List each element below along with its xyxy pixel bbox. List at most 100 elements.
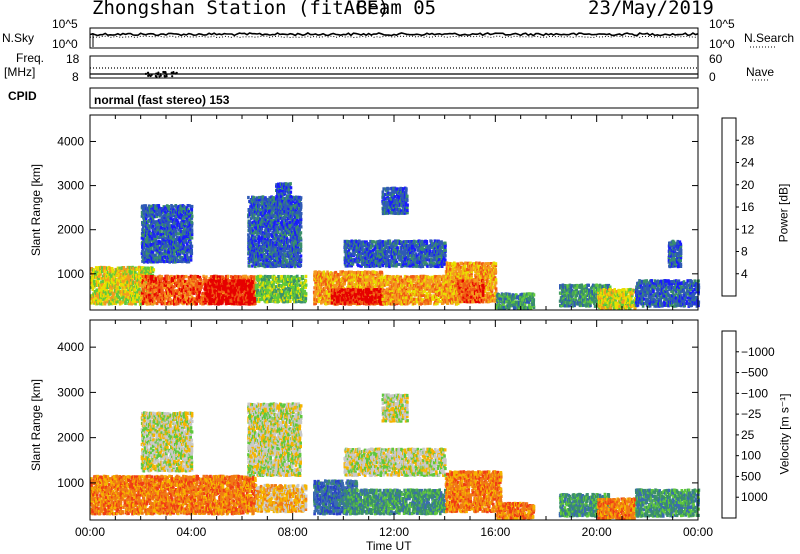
- power-data-cell: [250, 280, 254, 284]
- power-data-cell: [176, 220, 180, 224]
- power-data-cell: [152, 268, 156, 272]
- power-data-cell: [122, 295, 125, 299]
- power-data-cell: [304, 297, 308, 301]
- power-data-cell: [129, 290, 132, 294]
- power-data-cell: [304, 279, 308, 283]
- power-data-cell: [190, 211, 194, 215]
- power-data-cell: [100, 280, 103, 284]
- power-data-cell: [299, 263, 303, 268]
- power-data-cell: [153, 301, 156, 305]
- power-data-cell: [221, 275, 225, 279]
- nave-scatter-point: [162, 71, 166, 74]
- power-data-cell: [119, 268, 122, 273]
- power-data-cell: [106, 282, 110, 286]
- power-data-cell: [127, 268, 131, 272]
- power-data-cell: [98, 290, 101, 294]
- power-data-cell: [116, 282, 119, 286]
- date-label: 23/May/2019: [588, 0, 714, 19]
- power-data-cell: [128, 282, 131, 286]
- power-data-cell: [135, 299, 139, 304]
- power-data-cell: [104, 282, 108, 286]
- power-data-cell: [115, 298, 119, 302]
- power-data-cell: [107, 290, 111, 294]
- power-data-cell: [101, 270, 104, 274]
- power-data-cell: [299, 254, 303, 258]
- power-data-cell: [139, 296, 143, 300]
- power-data-cell: [103, 272, 106, 276]
- power-data-cell: [190, 236, 194, 240]
- power-data-cell: [116, 266, 120, 270]
- power-data-cell: [289, 190, 293, 194]
- power-data-cell: [299, 249, 303, 253]
- power-data-cell: [134, 286, 137, 290]
- power-data-cell: [112, 296, 116, 300]
- power-data-cell: [289, 182, 292, 186]
- power-data-cell: [128, 280, 131, 284]
- power-data-cell: [115, 291, 119, 295]
- power-data-cell: [137, 285, 140, 290]
- power-data-cell: [106, 274, 110, 278]
- power-data-cell: [289, 201, 293, 205]
- power-data-cell: [122, 272, 126, 276]
- power-data-cell: [139, 302, 143, 306]
- power-data-cell: [304, 292, 308, 296]
- power-data-cell: [99, 302, 102, 306]
- beam-label: Beam 05: [356, 0, 437, 19]
- noise-panel-frame: [89, 27, 699, 49]
- power-data-cell: [159, 232, 163, 237]
- noise-sky-trace: [89, 32, 699, 37]
- power-data-cell: [289, 195, 292, 199]
- power-data-cell: [299, 202, 303, 206]
- power-data-cell: [90, 301, 93, 305]
- power-data-cell: [91, 278, 94, 282]
- power-data-cell: [102, 302, 105, 306]
- power-data-cell: [101, 283, 104, 288]
- power-data-cell: [112, 291, 116, 295]
- power-data-cell: [100, 292, 103, 296]
- power-data-cell: [118, 266, 121, 270]
- power-data-cell: [117, 295, 121, 299]
- power-data-cell: [91, 287, 95, 292]
- power-data-cell: [131, 278, 134, 282]
- cpid-text: normal (fast stereo) 153: [94, 93, 230, 107]
- power-data-cell: [139, 274, 143, 278]
- power-data-cell: [119, 282, 123, 286]
- power-data-cell: [120, 272, 123, 276]
- power-data-cell: [103, 269, 107, 273]
- power-data-cell: [145, 270, 149, 274]
- power-data-cell: [299, 242, 303, 246]
- power-data-cell: [135, 273, 138, 277]
- nave-scatter-point: [165, 75, 168, 78]
- cpid-panel-frame: [89, 87, 699, 109]
- power-data-cell: [103, 302, 107, 306]
- power-data-cell: [129, 268, 132, 272]
- power-data-cell: [102, 293, 106, 297]
- power-data-cell: [189, 241, 193, 245]
- nave-scatter-point: [146, 71, 150, 74]
- power-data-cell: [127, 289, 131, 294]
- power-data-cell: [127, 284, 130, 288]
- power-data-cell: [104, 266, 108, 270]
- power-data-cell: [132, 300, 135, 304]
- nave-tick-bottom: 0: [709, 70, 716, 84]
- power-data-cell: [143, 266, 147, 270]
- power-data-cell: [151, 224, 155, 228]
- power-data-cell: [118, 299, 122, 303]
- power-data-cell: [111, 301, 115, 305]
- power-data-cell: [99, 272, 102, 276]
- power-data-cell: [184, 274, 188, 279]
- nave-scatter-point: [144, 72, 148, 75]
- power-data-cell: [138, 287, 141, 291]
- power-data-cell: [113, 281, 117, 285]
- power-data-cell: [110, 279, 114, 283]
- power-data-cell: [118, 280, 122, 284]
- nave-scatter-point: [170, 71, 173, 74]
- power-data-cell: [123, 276, 126, 280]
- power-data-cell: [247, 195, 250, 200]
- power-data-cell: [111, 272, 115, 276]
- power-data-cell: [98, 274, 101, 278]
- power-data-cell: [102, 287, 105, 291]
- nave-label: Nave: [746, 65, 775, 79]
- power-data-cell: [111, 268, 114, 272]
- power-data-cell: [102, 297, 106, 301]
